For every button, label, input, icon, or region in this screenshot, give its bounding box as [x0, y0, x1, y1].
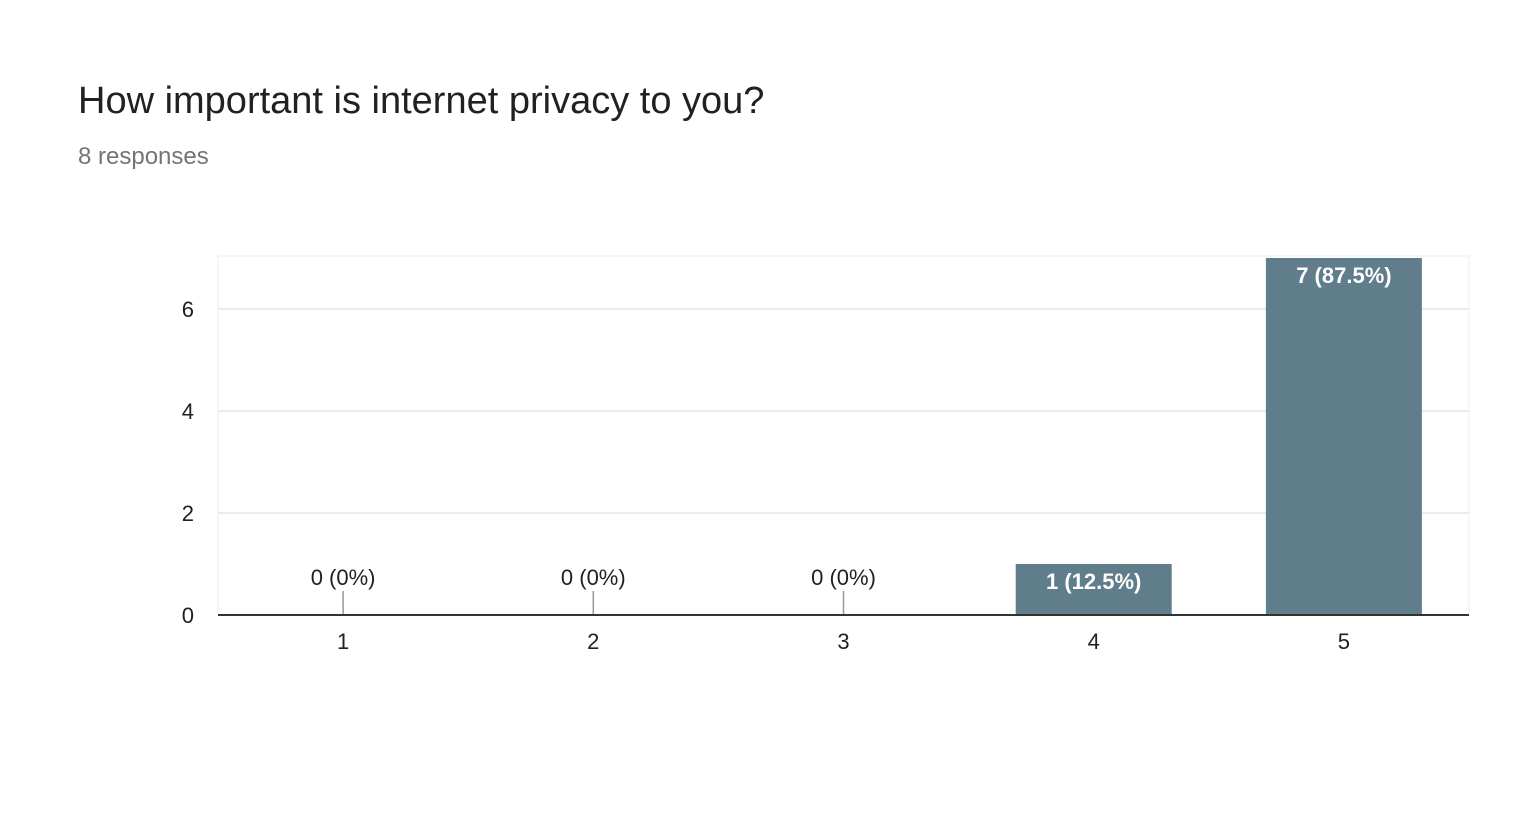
x-tick-label-1: 1 [337, 629, 349, 654]
data-label-3: 0 (0%) [811, 565, 876, 590]
x-tick-label-2: 2 [587, 629, 599, 654]
bars [342, 258, 1422, 615]
x-tick-label-4: 4 [1088, 629, 1100, 654]
y-tick-label-0: 0 [182, 603, 194, 628]
y-tick-label-4: 4 [182, 399, 194, 424]
grid-lines [218, 308, 1469, 514]
data-label-5: 7 (87.5%) [1296, 263, 1391, 288]
question-title: How important is internet privacy to you… [78, 80, 765, 122]
bar-5 [1265, 258, 1422, 615]
y-axis-ticks: 0 2 4 6 [182, 297, 194, 628]
bar-4 [1015, 564, 1172, 615]
y-tick-label-6: 6 [182, 297, 194, 322]
x-tick-label-5: 5 [1338, 629, 1350, 654]
data-labels: 0 (0%) 0 (0%) 0 (0%) 1 (12.5%) 7 (87.5%) [311, 263, 1392, 594]
y-tick-label-2: 2 [182, 501, 194, 526]
data-label-2: 0 (0%) [561, 565, 626, 590]
x-tick-label-3: 3 [837, 629, 849, 654]
response-count: 8 responses [78, 143, 209, 170]
x-axis-ticks: 1 2 3 4 5 [337, 629, 1350, 654]
data-label-4: 1 (12.5%) [1046, 569, 1141, 594]
data-label-1: 0 (0%) [311, 565, 376, 590]
